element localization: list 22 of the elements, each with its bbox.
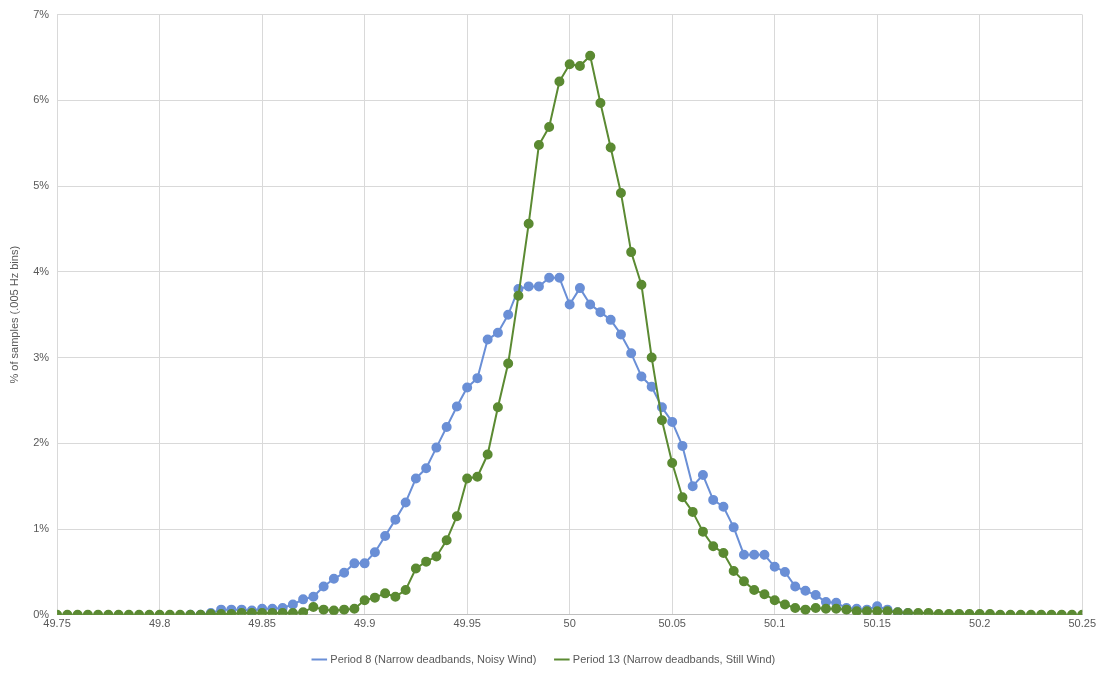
x-tick-label: 50.25 [1068,617,1096,630]
y-tick-label: 1% [33,522,50,535]
x-tick-label: 50.1 [763,617,786,630]
x-tick-label: 49.95 [453,617,481,630]
y-tick-label: 2% [33,436,50,449]
x-tick-label: 50.2 [969,617,991,630]
y-tick-label: 6% [33,93,50,106]
x-tick-label: 50.15 [863,617,891,630]
x-tick-label: 49.9 [353,617,376,630]
y-tick-label: 7% [33,7,50,20]
legend-label: Period 13 (Narrow deadbands, Still Wind) [572,652,776,665]
y-tick-label: 4% [33,264,50,277]
x-tick-label: 49.8 [148,617,171,630]
y-tick-label: 0% [33,607,50,620]
x-tick-label: 50.05 [658,617,686,630]
y-tick-label: 5% [33,179,50,192]
x-tick-label: 50 [563,617,576,630]
x-tick-label: 49.75 [43,617,71,630]
y-tick-label: 3% [33,350,50,363]
y-axis-title: % of samples (.005 Hz bins) [7,245,20,384]
legend-label: Period 8 (Narrow deadbands, Noisy Wind) [330,652,537,665]
x-tick-label: 49.85 [248,617,276,630]
